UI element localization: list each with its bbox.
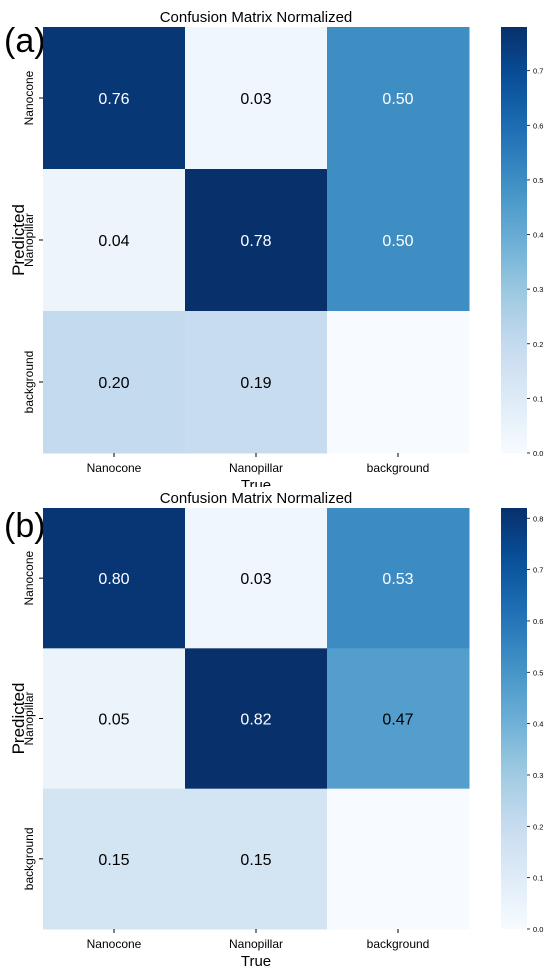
cell-value-label: 0.80 <box>98 571 129 588</box>
colorbar-tick-label: 0.2 <box>533 822 543 831</box>
colorbar-tick-label: 0.7 <box>533 566 543 575</box>
y-tick-label: background <box>22 351 36 414</box>
x-tick-label: background <box>367 937 430 951</box>
cell-value-label: 0.19 <box>240 375 271 392</box>
confusion-matrix-panel-b: (b) Confusion Matrix Normalized 0.80 0.03 0… <box>0 487 550 974</box>
colorbar <box>501 27 527 453</box>
cell-value-label: 0.04 <box>98 233 129 250</box>
heatmap-cell <box>43 311 186 454</box>
cell-value-label: 0.20 <box>98 375 129 392</box>
x-tick-label: Nanocone <box>87 937 142 951</box>
colorbar-tick-label: 0.3 <box>533 771 543 780</box>
cell-value-label: 0.78 <box>240 233 271 250</box>
heatmap-chart-a: Confusion Matrix Normalized 0.76 0.03 0.50 0… <box>9 9 543 487</box>
cell-value-label: 0.53 <box>382 571 413 588</box>
y-axis-label: Predicted <box>9 683 28 755</box>
cell-value-label: 0.82 <box>240 712 271 729</box>
y-tick-label: Nanocone <box>22 70 36 125</box>
colorbar-tick-label: 0.7 <box>533 67 543 76</box>
heatmap-cell <box>327 788 470 930</box>
heatmap-cell <box>327 311 470 454</box>
heatmap-cell <box>43 648 186 790</box>
colorbar <box>501 508 527 929</box>
colorbar-tick-label: 0.0 <box>533 449 543 458</box>
heatmap-cell <box>327 508 470 649</box>
chart-title: Confusion Matrix Normalized <box>160 9 353 26</box>
cell-value-label: 0.50 <box>382 91 413 108</box>
cell-value-label: 0.05 <box>98 712 129 729</box>
heatmap-cell <box>43 508 186 649</box>
x-axis-label: True <box>241 953 271 970</box>
y-tick-label: Nanocone <box>22 550 36 605</box>
cell-value-label: 0.03 <box>240 571 271 588</box>
heatmap-cell <box>185 311 328 454</box>
x-tick-label: background <box>367 461 430 475</box>
cell-value-label: 0.47 <box>382 712 413 729</box>
heatmap-cell <box>43 169 186 312</box>
y-tick-label: Nanopillar <box>22 213 36 267</box>
x-tick-label: Nanopillar <box>229 461 283 475</box>
panel-label: (b) <box>4 507 46 545</box>
colorbar-tick-label: 0.4 <box>533 231 543 240</box>
colorbar-tick-label: 0.2 <box>533 340 543 349</box>
cell-value-label: 0.15 <box>98 852 129 869</box>
chart-title: Confusion Matrix Normalized <box>160 490 353 507</box>
heatmap-cell <box>327 169 470 312</box>
colorbar-tick-label: 0.1 <box>533 874 543 883</box>
heatmap-cell <box>327 27 470 170</box>
x-axis-label: True <box>241 477 271 487</box>
heatmap-cell <box>185 27 328 170</box>
heatmap-cell <box>185 508 328 649</box>
y-axis-label: Predicted <box>9 204 28 276</box>
y-tick-label: Nanopillar <box>22 691 36 745</box>
heatmap-cell <box>327 648 470 790</box>
heatmap-cell <box>185 169 328 312</box>
colorbar-tick-label: 0.5 <box>533 668 543 677</box>
cell-value-label: 0.03 <box>240 91 271 108</box>
colorbar-tick-label: 0.6 <box>533 121 543 130</box>
y-tick-label: background <box>22 827 36 890</box>
cell-value-label: 0.76 <box>98 91 129 108</box>
colorbar-tick-label: 0.1 <box>533 394 543 403</box>
colorbar-tick-label: 0.0 <box>533 925 543 934</box>
heatmap-cell <box>43 27 186 170</box>
x-tick-label: Nanopillar <box>229 937 283 951</box>
colorbar-tick-label: 0.3 <box>533 285 543 294</box>
heatmap-cell <box>185 788 328 930</box>
panel-label: (a) <box>4 22 46 60</box>
colorbar-tick-label: 0.8 <box>533 514 543 523</box>
confusion-matrix-panel-a: (a) Confusion Matrix Normalized 0.76 0.03 0… <box>4 9 543 487</box>
x-tick-label: Nanocone <box>87 461 142 475</box>
heatmap-cell <box>185 648 328 790</box>
heatmap-chart-b: Confusion Matrix Normalized 0.80 0.03 0.53 0… <box>9 490 543 970</box>
heatmap-cell <box>43 788 186 930</box>
cell-value-label: 0.15 <box>240 852 271 869</box>
colorbar-tick-label: 0.6 <box>533 617 543 626</box>
colorbar-tick-label: 0.5 <box>533 176 543 185</box>
cell-value-label: 0.50 <box>382 233 413 250</box>
colorbar-tick-label: 0.4 <box>533 720 543 729</box>
